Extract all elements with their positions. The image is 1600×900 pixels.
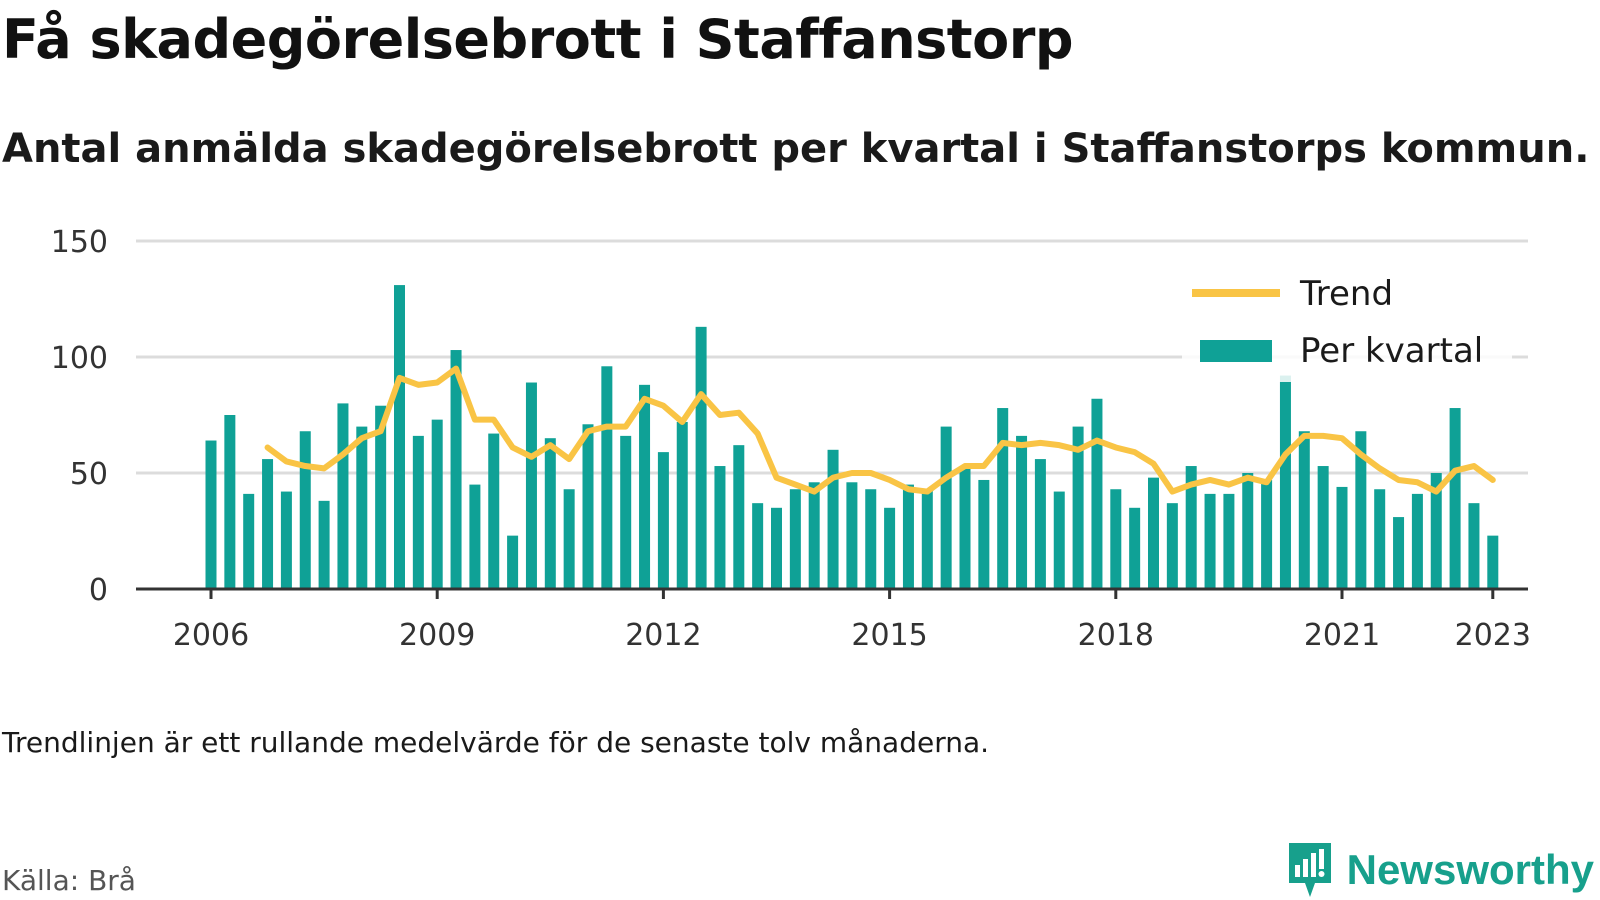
- bar: [1336, 486, 1348, 589]
- newsworthy-logo-icon: [1288, 843, 1331, 897]
- y-tick-label: 100: [51, 341, 108, 376]
- bar: [1185, 466, 1197, 589]
- bar: [412, 435, 424, 589]
- axes: 0 50 100 150 2006 2009 2012 2015 2018 2021 2023: [51, 225, 1531, 653]
- bar: [1223, 493, 1235, 589]
- bar: [1487, 535, 1499, 589]
- bar: [1091, 398, 1103, 589]
- bar: [394, 285, 405, 589]
- bar: [865, 489, 877, 589]
- legend: Trend Per kvartal: [1182, 262, 1512, 382]
- bar: [940, 426, 952, 589]
- source-label: Källa: Brå: [2, 864, 136, 897]
- bar: [827, 449, 839, 589]
- y-tick-label: 150: [51, 225, 108, 260]
- bar: [921, 489, 933, 589]
- chart-subtitle: Antal anmälda skadegörelsebrott per kvar…: [2, 126, 1590, 172]
- bar: [544, 438, 556, 589]
- bar: [771, 507, 782, 589]
- x-tick-label: 2023: [1455, 618, 1531, 653]
- x-tick-label: 2018: [1078, 618, 1154, 653]
- bar: [1430, 473, 1442, 589]
- x-tick-label: 2015: [851, 618, 927, 653]
- bar: [1355, 431, 1367, 589]
- legend-label-per-kvartal: Per kvartal: [1300, 331, 1483, 371]
- bar: [997, 408, 1009, 589]
- x-tick-label: 2006: [173, 618, 249, 653]
- bar: [243, 493, 255, 589]
- bar: [375, 405, 387, 589]
- bar: [337, 403, 349, 589]
- bar: [657, 452, 669, 589]
- newsworthy-brand[interactable]: Newsworthy: [1285, 842, 1594, 898]
- brand-name: Newsworthy: [1346, 846, 1594, 893]
- bar: [318, 500, 330, 589]
- bar: [676, 421, 688, 589]
- bar: [469, 484, 481, 589]
- bar: [1279, 375, 1291, 589]
- bar: [1468, 503, 1480, 589]
- bar: [601, 366, 613, 589]
- bar: [1148, 477, 1159, 589]
- x-tick-label: 2021: [1304, 618, 1380, 653]
- bar: [1034, 459, 1046, 589]
- bar: [1393, 517, 1405, 589]
- bar: [262, 459, 274, 589]
- bar: [1449, 408, 1461, 589]
- bar: [450, 350, 462, 589]
- bar-chart: 0 50 100 150 2006 2009 2012 2015 2018 2021 2023 Tr…: [51, 225, 1531, 653]
- bar: [1411, 493, 1423, 589]
- bar: [808, 482, 820, 589]
- bar: [789, 489, 801, 589]
- bar: [733, 445, 745, 589]
- trend-line-group: [264, 365, 1496, 495]
- y-tick-label: 0: [89, 573, 108, 608]
- bar: [1072, 426, 1084, 589]
- bar: [1110, 489, 1122, 589]
- bar: [884, 507, 896, 589]
- bar: [1261, 479, 1273, 589]
- bar: [620, 435, 632, 589]
- y-tick-label: 50: [70, 457, 108, 492]
- bar: [959, 468, 971, 589]
- bar: [299, 431, 311, 589]
- bar: [752, 503, 764, 589]
- bar: [1374, 489, 1386, 589]
- legend-label-trend: Trend: [1299, 274, 1393, 314]
- bar: [224, 415, 236, 589]
- bar: [1129, 507, 1141, 589]
- bar: [507, 535, 519, 589]
- x-tick-label: 2012: [625, 618, 701, 653]
- bar: [205, 440, 217, 589]
- chart-title: Få skadegörelsebrott i Staffanstorp: [2, 8, 1074, 71]
- bar: [1204, 493, 1216, 589]
- bar: [1317, 466, 1329, 589]
- bar: [1016, 435, 1028, 589]
- bar: [356, 426, 368, 589]
- bar: [525, 382, 537, 589]
- bar: [1053, 491, 1065, 589]
- bar: [714, 466, 726, 589]
- bar: [563, 489, 575, 589]
- bars: [205, 285, 1499, 589]
- bar: [978, 479, 990, 589]
- bar: [639, 384, 651, 589]
- x-tick-label: 2009: [399, 618, 475, 653]
- bar: [488, 433, 500, 589]
- bar: [695, 326, 707, 589]
- legend-bar-swatch: [1200, 340, 1272, 362]
- bar: [1242, 473, 1254, 589]
- bar: [1298, 431, 1310, 589]
- bar: [846, 482, 858, 589]
- bar: [582, 424, 594, 589]
- bar: [1166, 503, 1178, 589]
- bar: [431, 419, 443, 589]
- trend-footnote: Trendlinjen är ett rullande medelvärde f…: [2, 726, 990, 759]
- trend-line: [264, 365, 1496, 495]
- bar: [280, 491, 292, 589]
- bar: [902, 484, 914, 589]
